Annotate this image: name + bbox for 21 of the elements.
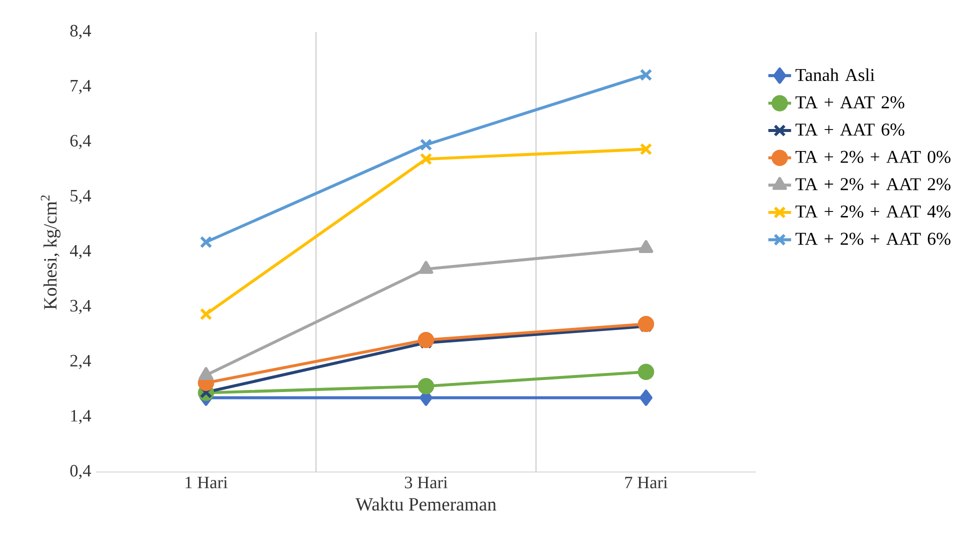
y-tick-label: 2,4: [70, 354, 92, 370]
legend-label: TA + AAT 2%: [796, 96, 904, 108]
y-tick-label: 8,4: [70, 24, 92, 40]
y-tick-label: 3,4: [70, 300, 92, 314]
legend-label: TA + 2% + AAT 2%: [796, 178, 950, 190]
legend-label: TA + AAT 6%: [796, 124, 904, 136]
legend-label: TA + 2% + AAT 4%: [796, 205, 950, 218]
y-tick-label: 5,4: [70, 190, 92, 204]
y-tick-label: 4,4: [70, 244, 92, 260]
x-tick-label: 3 Hari: [404, 476, 448, 488]
x-tick-label: 1 Hari: [186, 476, 228, 488]
y-tick-label: 6,4: [70, 134, 92, 150]
legend-label: Tanah Asli: [796, 68, 875, 82]
x-axis-title: Waktu Pemeraman: [356, 497, 496, 511]
y-tick-label: 1,4: [71, 410, 92, 424]
y-tick-label: 7,4: [70, 80, 92, 94]
y-axis-title: Kohesi, kg/cm$^{2}$: [40, 195, 60, 310]
x-tick-label: 7 Hari: [625, 476, 668, 488]
legend-label: TA + 2% + AAT 0%: [796, 150, 950, 164]
legend-label: TA + 2% + AAT 6%: [796, 232, 950, 245]
y-tick-label: 0,4: [70, 464, 92, 480]
